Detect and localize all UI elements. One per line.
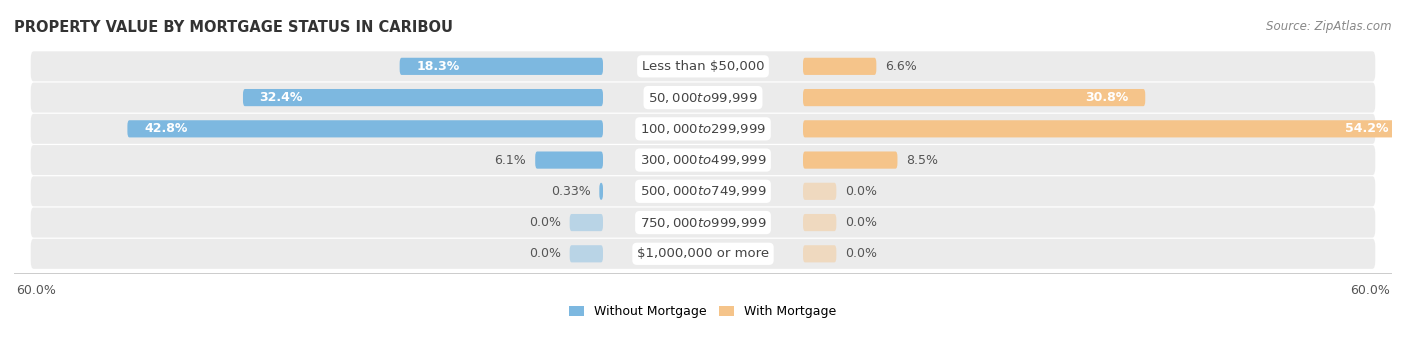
Text: $1,000,000 or more: $1,000,000 or more xyxy=(637,247,769,260)
Text: 0.33%: 0.33% xyxy=(551,185,591,198)
Text: Source: ZipAtlas.com: Source: ZipAtlas.com xyxy=(1267,20,1392,33)
FancyBboxPatch shape xyxy=(569,214,603,231)
Text: $300,000 to $499,999: $300,000 to $499,999 xyxy=(640,153,766,167)
FancyBboxPatch shape xyxy=(31,145,1375,175)
FancyBboxPatch shape xyxy=(803,152,897,169)
Text: 42.8%: 42.8% xyxy=(143,122,187,135)
FancyBboxPatch shape xyxy=(128,120,603,137)
Text: 0.0%: 0.0% xyxy=(529,247,561,260)
Text: 30.8%: 30.8% xyxy=(1085,91,1129,104)
FancyBboxPatch shape xyxy=(803,245,837,262)
Text: 8.5%: 8.5% xyxy=(907,154,938,167)
Text: 6.1%: 6.1% xyxy=(495,154,526,167)
Text: 54.2%: 54.2% xyxy=(1346,122,1389,135)
Text: $750,000 to $999,999: $750,000 to $999,999 xyxy=(640,216,766,230)
FancyBboxPatch shape xyxy=(31,239,1375,269)
Text: 0.0%: 0.0% xyxy=(845,247,877,260)
Text: 32.4%: 32.4% xyxy=(260,91,304,104)
Text: PROPERTY VALUE BY MORTGAGE STATUS IN CARIBOU: PROPERTY VALUE BY MORTGAGE STATUS IN CAR… xyxy=(14,20,453,35)
FancyBboxPatch shape xyxy=(31,51,1375,81)
Text: Less than $50,000: Less than $50,000 xyxy=(641,60,765,73)
FancyBboxPatch shape xyxy=(31,176,1375,206)
Text: $100,000 to $299,999: $100,000 to $299,999 xyxy=(640,122,766,136)
Text: 0.0%: 0.0% xyxy=(529,216,561,229)
FancyBboxPatch shape xyxy=(803,183,837,200)
Legend: Without Mortgage, With Mortgage: Without Mortgage, With Mortgage xyxy=(564,301,842,323)
Text: 0.0%: 0.0% xyxy=(845,216,877,229)
FancyBboxPatch shape xyxy=(31,83,1375,113)
FancyBboxPatch shape xyxy=(803,120,1405,137)
FancyBboxPatch shape xyxy=(31,114,1375,144)
FancyBboxPatch shape xyxy=(536,152,603,169)
Text: 18.3%: 18.3% xyxy=(416,60,460,73)
FancyBboxPatch shape xyxy=(803,214,837,231)
FancyBboxPatch shape xyxy=(399,58,603,75)
FancyBboxPatch shape xyxy=(803,89,1146,106)
FancyBboxPatch shape xyxy=(31,207,1375,238)
Text: $50,000 to $99,999: $50,000 to $99,999 xyxy=(648,90,758,105)
Text: 6.6%: 6.6% xyxy=(886,60,917,73)
FancyBboxPatch shape xyxy=(569,245,603,262)
FancyBboxPatch shape xyxy=(803,58,876,75)
FancyBboxPatch shape xyxy=(599,183,603,200)
Text: $500,000 to $749,999: $500,000 to $749,999 xyxy=(640,184,766,198)
Text: 0.0%: 0.0% xyxy=(845,185,877,198)
FancyBboxPatch shape xyxy=(243,89,603,106)
